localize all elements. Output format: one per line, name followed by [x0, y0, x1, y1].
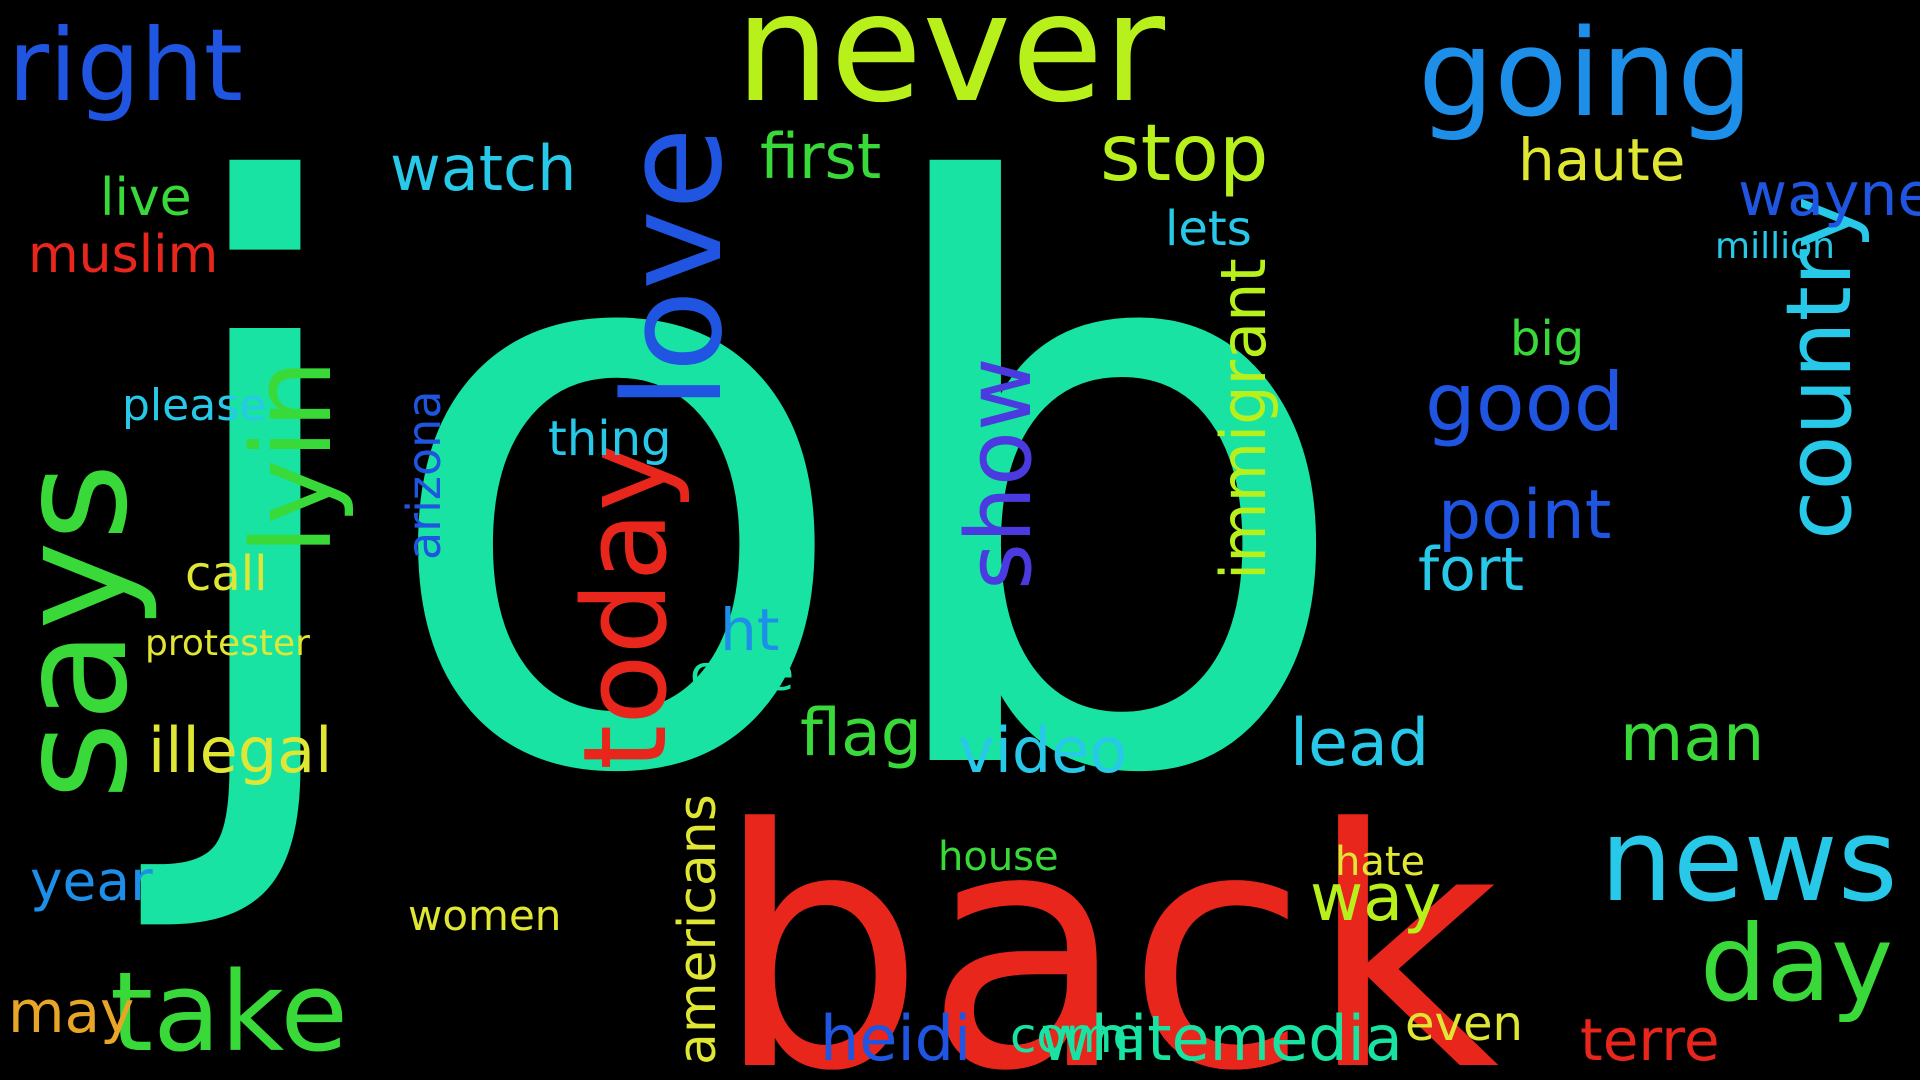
- word-whitemedia: whitemedia: [1040, 1002, 1403, 1075]
- word-million: million: [1715, 226, 1835, 267]
- word-come: come: [1010, 1008, 1142, 1064]
- word-never: never: [735, 0, 1165, 136]
- word-haute: haute: [1518, 126, 1686, 194]
- word-flag: flag: [800, 696, 922, 771]
- word-big: big: [1510, 311, 1584, 367]
- word-ht: ht: [720, 596, 780, 664]
- word-take: take: [110, 948, 348, 1076]
- word-thing: thing: [548, 411, 671, 467]
- word-wayne: wayne: [1738, 160, 1920, 230]
- word-point: point: [1438, 476, 1611, 555]
- word-please: please: [122, 380, 266, 431]
- word-fort: fort: [1418, 535, 1524, 605]
- word-immigrant: immigrant: [1207, 258, 1280, 580]
- word-good: good: [1425, 356, 1624, 449]
- word-news: news: [1600, 794, 1898, 928]
- word-protester: protester: [145, 623, 310, 664]
- word-says: says: [0, 463, 161, 800]
- word-stop: stop: [1100, 109, 1268, 199]
- word-may: may: [8, 978, 134, 1046]
- word-country: country: [1767, 196, 1872, 540]
- word-even: even: [1405, 996, 1523, 1052]
- word-love: love: [595, 127, 752, 410]
- word-video: video: [958, 714, 1127, 787]
- word-care: care: [690, 646, 794, 702]
- word-watch: watch: [390, 132, 576, 205]
- word-job: job: [130, 28, 1359, 947]
- word-muslim: muslim: [28, 225, 218, 285]
- word-lyin: lyin: [228, 359, 356, 555]
- word-call: call: [185, 546, 267, 602]
- word-year: year: [30, 849, 153, 913]
- word-hate: hate: [1335, 839, 1425, 885]
- word-going: going: [1418, 5, 1753, 144]
- word-first: first: [760, 120, 881, 193]
- word-illegal: illegal: [148, 714, 332, 787]
- word-live: live: [100, 168, 192, 228]
- word-man: man: [1620, 701, 1764, 776]
- word-americans: americans: [668, 794, 728, 1065]
- word-heidi: heidi: [820, 1002, 971, 1075]
- word-way: way: [1310, 861, 1441, 936]
- word-terre: terre: [1580, 1006, 1720, 1074]
- word-women: women: [408, 891, 561, 940]
- word-house: house: [938, 834, 1059, 880]
- word-right: right: [8, 7, 243, 124]
- word-today: today: [559, 443, 693, 770]
- word-lead: lead: [1290, 706, 1429, 781]
- word-day: day: [1700, 903, 1893, 1025]
- word-back: back: [715, 759, 1499, 1080]
- word-show: show: [947, 357, 1052, 590]
- word-lets: lets: [1165, 201, 1252, 257]
- word-arizona: arizona: [397, 390, 451, 560]
